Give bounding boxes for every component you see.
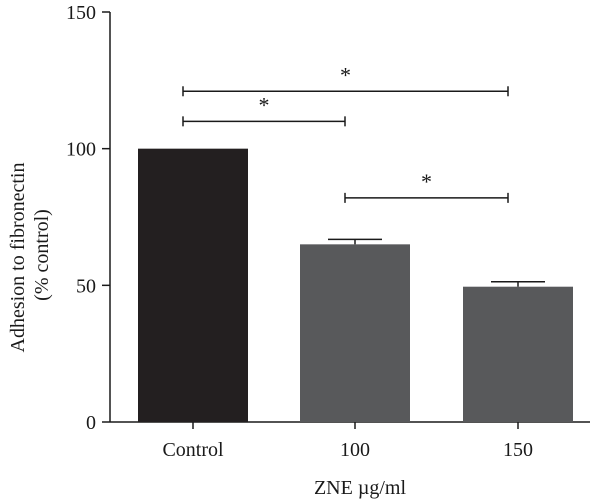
significance-marker-1: * xyxy=(340,62,351,87)
y-tick-label-2: 100 xyxy=(66,139,96,161)
x-tick-label-1: 100 xyxy=(340,439,370,461)
significance-group: * * * xyxy=(182,62,509,203)
y-axis-title-line-1: Adhesion to fibronectin xyxy=(7,163,29,353)
y-tick-label-3: 150 xyxy=(66,2,96,24)
bar-0 xyxy=(138,148,248,422)
y-tick-label-1: 50 xyxy=(76,275,96,297)
significance-marker-2: * xyxy=(421,169,432,194)
bar-1 xyxy=(300,244,410,422)
y-ticks-group: 0 50 100 150 xyxy=(66,2,110,434)
y-axis-title: Adhesion to fibronectin (% control) xyxy=(7,158,53,353)
x-axis-title: ZNE µg/ml xyxy=(314,477,407,499)
x-tick-label-2: 150 xyxy=(503,439,533,461)
bars-group xyxy=(138,148,573,422)
significance-marker-0: * xyxy=(259,92,270,117)
x-tick-labels-group: Control 100 150 xyxy=(162,422,533,461)
y-tick-label-0: 0 xyxy=(86,412,96,434)
y-axis-title-line-2: (% control) xyxy=(31,209,53,301)
x-tick-label-0: Control xyxy=(162,439,224,461)
error-bars-group xyxy=(328,238,545,287)
bar-2 xyxy=(463,286,573,422)
